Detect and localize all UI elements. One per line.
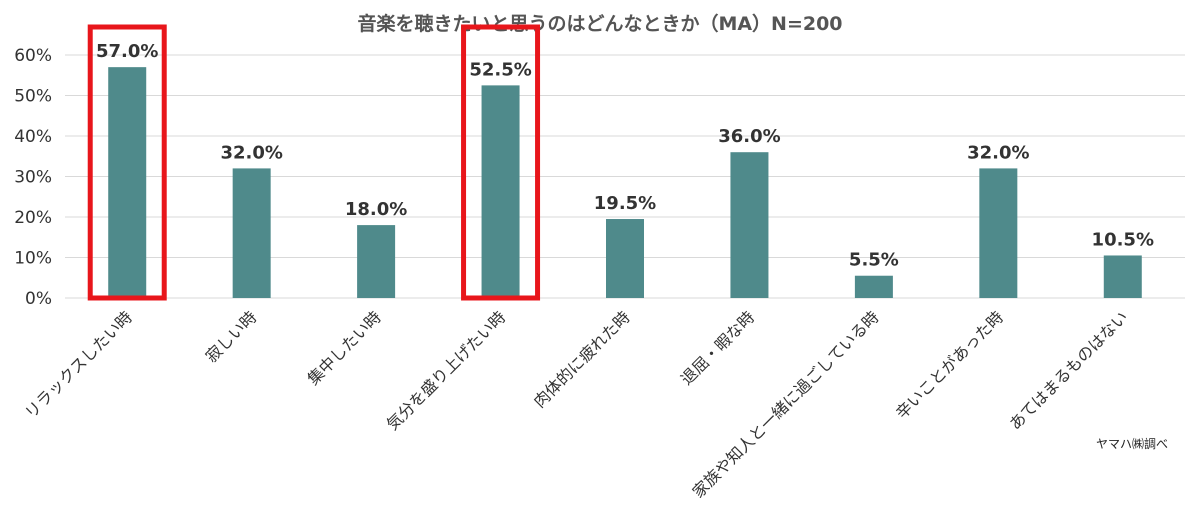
bar (232, 168, 271, 298)
highlight-box (87, 24, 167, 301)
data-label: 52.5% (469, 59, 531, 80)
bar (979, 168, 1018, 298)
source-note: ヤマハ㈱調べ (1096, 437, 1168, 451)
bar (481, 85, 520, 298)
highlight-boxes (87, 24, 541, 301)
bar (730, 152, 769, 298)
data-label: 10.5% (1092, 229, 1154, 250)
data-label: 57.0% (96, 41, 158, 62)
data-label: 32.0% (967, 142, 1029, 163)
category-label: 肉体的に疲れた時 (530, 307, 634, 411)
y-tick-label: 30% (14, 168, 52, 188)
y-tick-label: 0% (25, 289, 52, 309)
category-label: 退屈・暇な時 (677, 307, 758, 388)
category-label: 寂しい時 (202, 307, 261, 366)
data-label: 5.5% (849, 250, 899, 271)
y-tick-label: 60% (14, 46, 52, 66)
bar (1103, 255, 1142, 298)
y-tick-label: 50% (14, 87, 52, 107)
bar (606, 219, 644, 298)
chart-title: 音楽を聴きたいと思うのはどんなときか（MA）N=200 (357, 12, 842, 35)
category-label: リラックスしたい時 (21, 307, 136, 422)
category-label: 気分を盛り上げたい時 (383, 307, 510, 434)
data-label: 32.0% (220, 142, 282, 163)
bar (854, 275, 893, 298)
data-labels: 57.0% 32.0% 18.0% 52.5% 19.5% 36.0% 5.5% 32.0% 1… (96, 41, 1154, 271)
data-label: 19.5% (594, 193, 656, 214)
y-tick-label: 40% (14, 127, 52, 147)
category-label: 辛いことがあった時 (892, 307, 1007, 422)
bar (108, 67, 147, 299)
bars (108, 67, 1142, 299)
data-label: 18.0% (345, 199, 407, 220)
category-label: 集中したい時 (304, 307, 385, 388)
y-tick-label: 10% (14, 249, 52, 269)
y-tick-label: 20% (14, 208, 52, 228)
data-label: 36.0% (718, 126, 780, 147)
y-axis-ticks: 0% 10% 20% 30% 40% 50% 60% (14, 46, 52, 309)
bar (357, 225, 396, 298)
highlight-box (461, 24, 541, 301)
category-label: あてはまるものはない (1005, 307, 1131, 433)
